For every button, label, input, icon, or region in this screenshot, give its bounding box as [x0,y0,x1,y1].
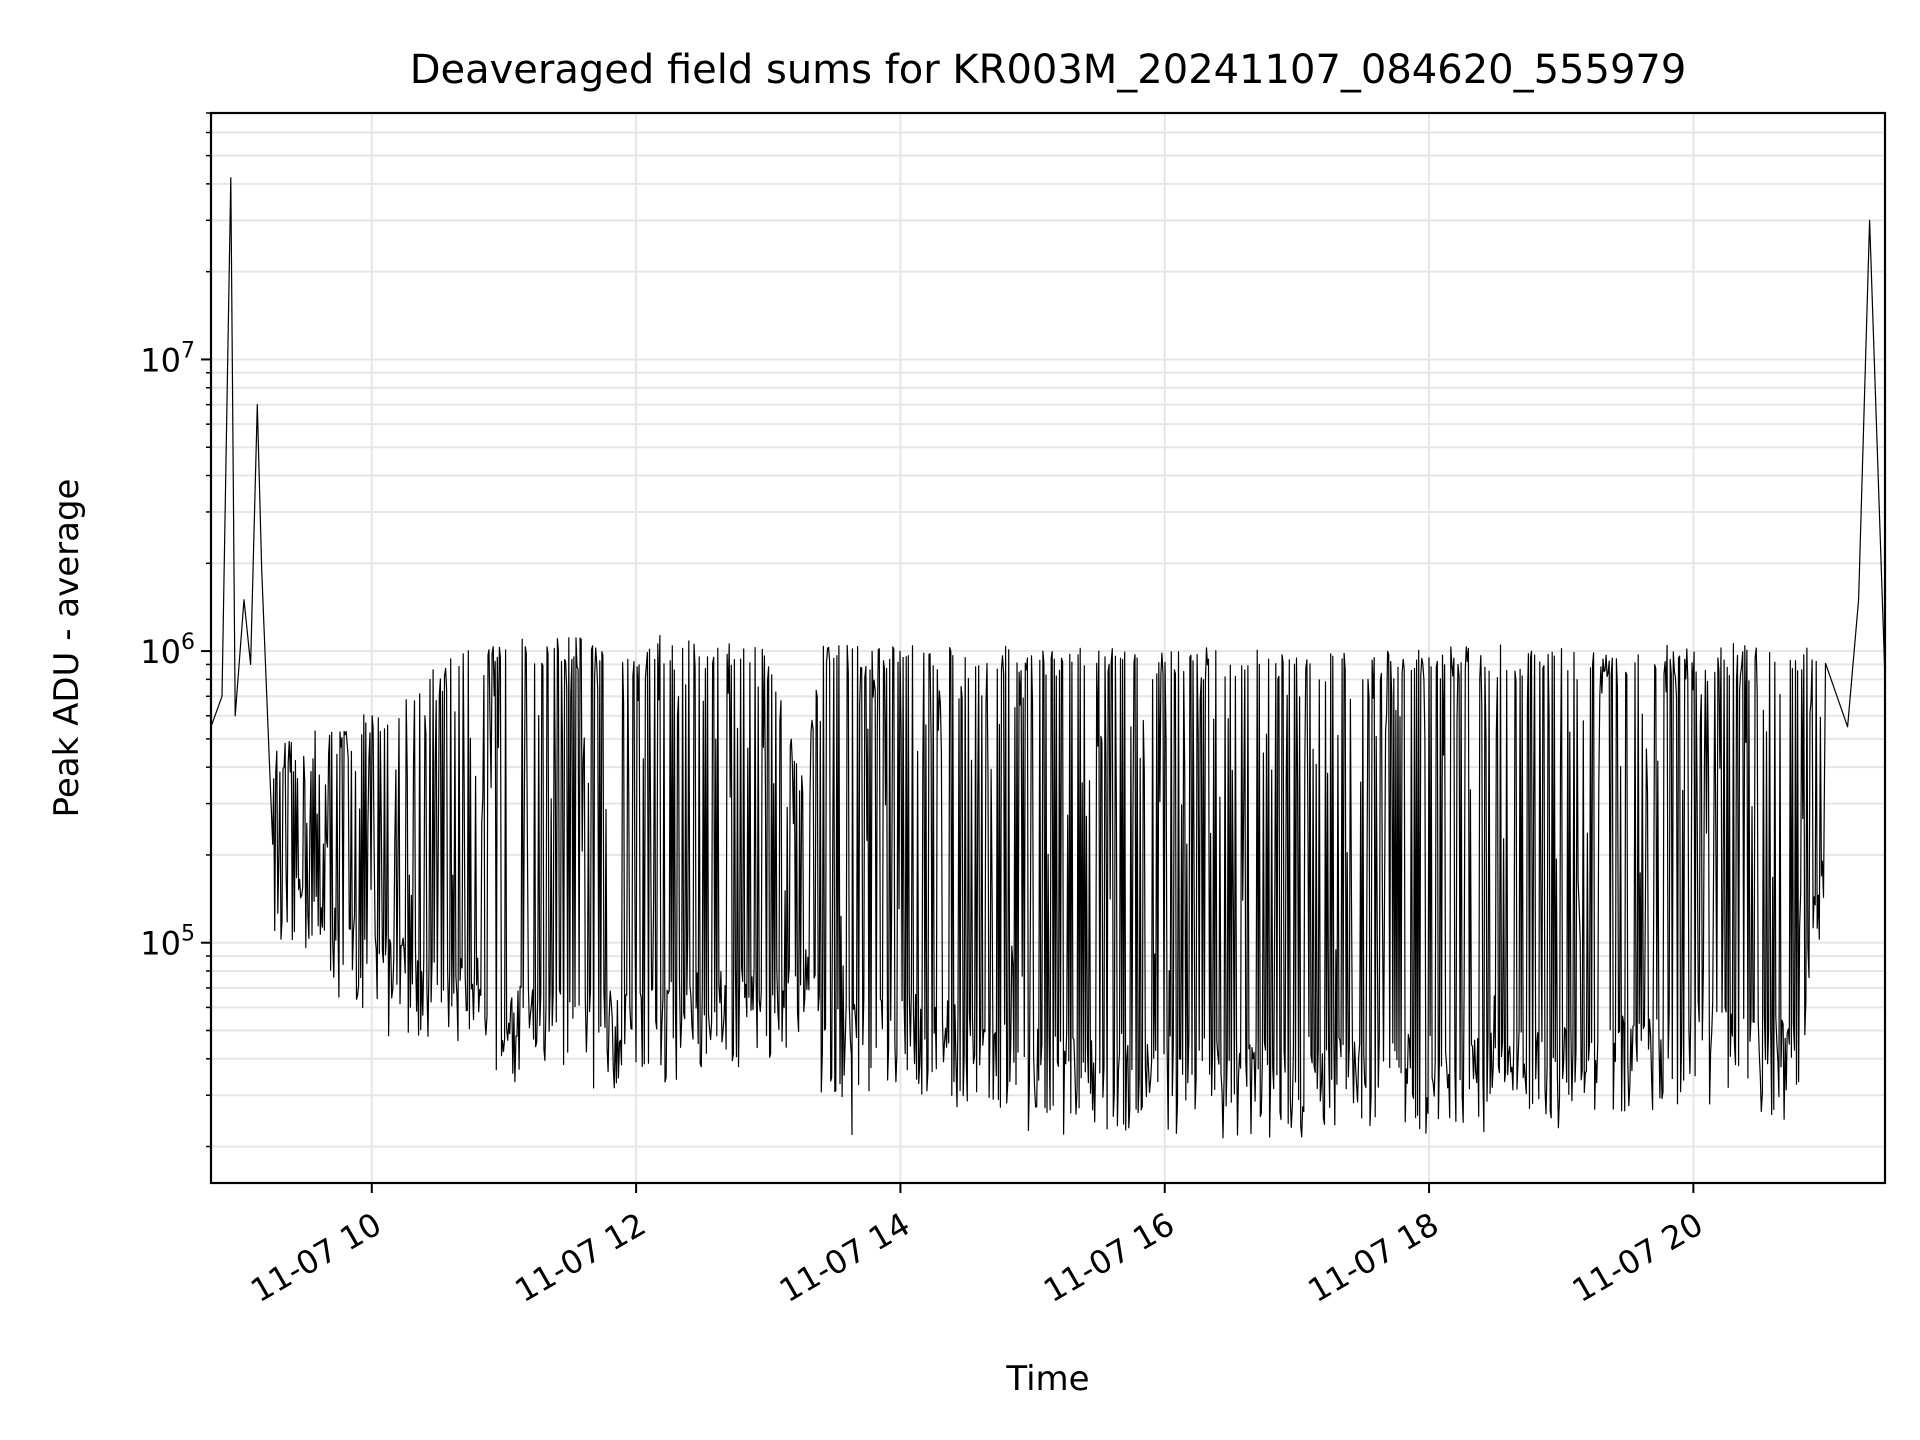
y-axis-label: Peak ADU - average [47,479,87,818]
axes-frame [209,111,1887,1185]
chart-title: Deaveraged field sums for KR003M_2024110… [410,47,1687,93]
series-line [210,177,1886,1139]
plot-area [210,177,1886,1139]
y-tick-label: 107 [140,338,195,379]
grid [211,112,1885,1183]
x-axis-label: Time [1005,1359,1089,1399]
